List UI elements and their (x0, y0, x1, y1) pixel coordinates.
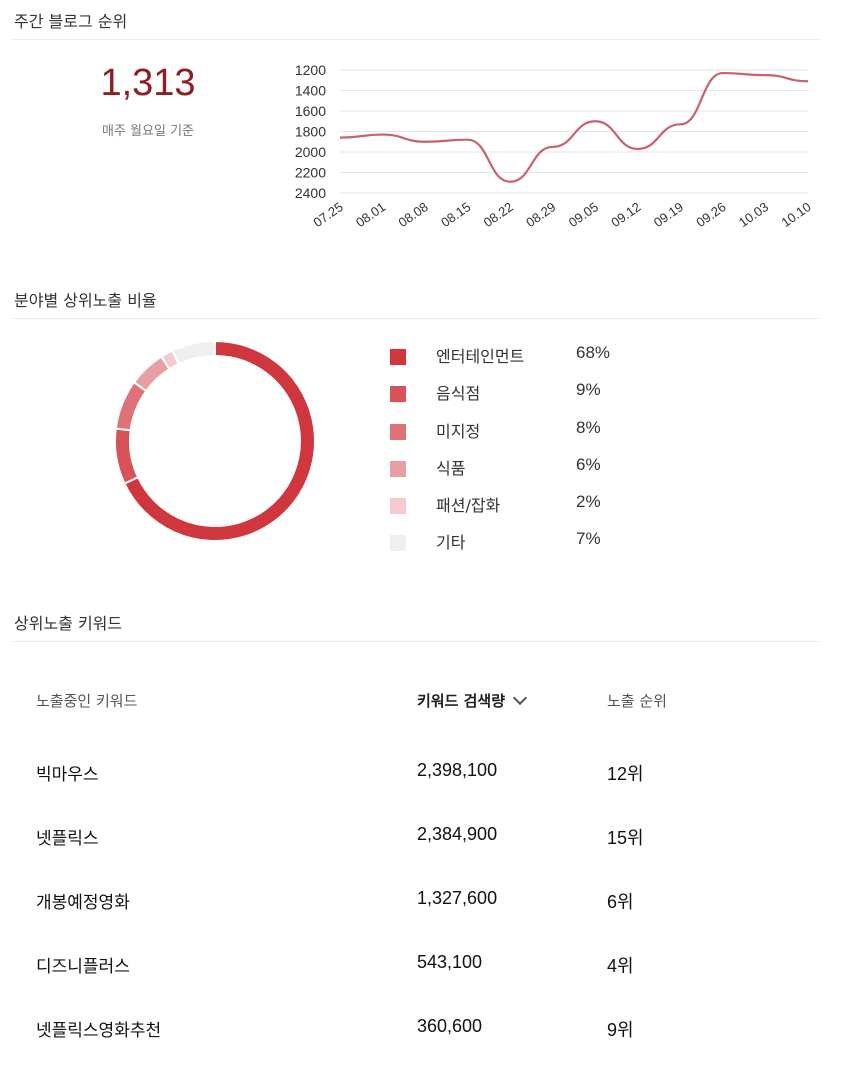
weekly-rank-title: 주간 블로그 순위 (14, 12, 128, 31)
keyword-cell: 넷플릭스영화추천 (36, 1021, 162, 1041)
legend-swatch (390, 423, 406, 440)
legend-item: 식품 6% (388, 452, 648, 489)
rank-cell: 15위 (607, 828, 644, 848)
rank-cell: 9위 (607, 1020, 634, 1040)
table-row: 넷플릭스 2,384,900 15위 (0, 824, 844, 864)
legend-label: 음식점 (436, 384, 481, 404)
rank-value: 1,313 (100, 62, 196, 104)
y-tick-label: 2000 (295, 144, 326, 160)
category-donut-chart (114, 339, 316, 542)
table-row: 디즈니플러스 543,100 4위 (0, 952, 844, 992)
keyword-cell: 개봉예정영화 (36, 893, 130, 913)
x-axis-ticks: 07.25 08.01 08.08 08.15 08.22 08.29 09.05 09.12… (310, 199, 813, 230)
keyword-cell: 넷플릭스 (36, 829, 99, 849)
table-row: 넷플릭스영화추천 360,600 9위 (0, 1016, 844, 1056)
legend-label: 기타 (436, 533, 466, 553)
y-tick-label: 1400 (295, 83, 326, 99)
x-tick-label: 08.29 (523, 199, 558, 230)
legend-label: 패션/잡화 (436, 496, 501, 516)
divider (12, 39, 820, 40)
legend-percent: 6% (576, 454, 601, 474)
column-header-volume-label: 키워드 검색량 (417, 692, 506, 710)
legend-percent: 2% (576, 492, 601, 512)
rank-basis-note: 매주 월요일 기준 (102, 124, 194, 139)
rank-cell: 12위 (607, 764, 644, 784)
x-tick-label: 08.22 (481, 199, 516, 230)
legend-percent: 68% (576, 343, 611, 362)
y-axis-ticks: 1200 1400 1600 1800 2000 2200 2400 (295, 62, 326, 201)
x-tick-label: 08.01 (353, 199, 388, 230)
x-tick-label: 09.05 (566, 199, 601, 230)
series-line (339, 71, 809, 183)
keyword-cell: 빅마우스 (36, 765, 99, 785)
donut-slice (114, 380, 148, 432)
legend-swatch (390, 498, 406, 515)
legend-item: 패션/잡화 2% (388, 489, 648, 526)
column-header-volume-sort[interactable]: 키워드 검색량 (417, 690, 528, 711)
x-tick-label: 10.10 (778, 199, 813, 230)
volume-cell: 543,100 (417, 952, 483, 972)
chart-gridlines (340, 69, 808, 194)
column-header-keyword: 노출중인 키워드 (36, 692, 138, 710)
y-tick-label: 2200 (295, 165, 326, 181)
rank-cell: 6위 (607, 892, 634, 912)
table-row: 빅마우스 2,398,100 12위 (0, 760, 844, 800)
keywords-title: 상위노출 키워드 (14, 614, 123, 633)
legend-swatch (390, 460, 406, 477)
legend-swatch (390, 386, 406, 403)
x-tick-label: 09.26 (693, 199, 728, 230)
x-tick-label: 10.03 (736, 199, 771, 230)
donut-slice (171, 339, 216, 366)
legend-percent: 8% (576, 417, 601, 437)
volume-cell: 360,600 (417, 1016, 483, 1036)
x-tick-label: 08.08 (396, 199, 431, 230)
volume-cell: 1,327,600 (417, 888, 498, 908)
legend-percent: 7% (576, 529, 601, 549)
y-tick-label: 1200 (295, 62, 326, 78)
x-tick-label: 08.15 (438, 199, 473, 230)
legend-label: 엔터테인먼트 (436, 347, 525, 366)
keyword-cell: 디즈니플러스 (36, 957, 130, 977)
volume-cell: 2,384,900 (417, 824, 498, 844)
legend-swatch (390, 535, 406, 552)
legend-swatch (390, 349, 406, 365)
x-tick-label: 09.19 (651, 199, 686, 230)
x-tick-label: 09.12 (608, 199, 643, 230)
legend-label: 식품 (436, 458, 466, 478)
column-header-rank: 노출 순위 (607, 692, 667, 710)
y-tick-label: 1800 (295, 124, 326, 140)
legend-item: 미지정 8% (388, 415, 648, 452)
category-legend: 엔터테인먼트 68% 음식점 9% 미지정 8% 식품 6% 패션/잡화 2% … (388, 340, 648, 564)
volume-cell: 2,398,100 (417, 760, 498, 780)
x-tick-label: 07.25 (310, 199, 345, 230)
y-tick-label: 2400 (295, 185, 326, 201)
divider (12, 318, 820, 319)
rank-cell: 4위 (607, 956, 634, 976)
legend-item: 기타 7% (388, 526, 648, 563)
divider (12, 641, 820, 642)
legend-item: 음식점 9% (388, 377, 648, 414)
category-share-title: 분야별 상위노출 비율 (14, 291, 157, 310)
table-row: 개봉예정영화 1,327,600 6위 (0, 888, 844, 928)
y-tick-label: 1600 (295, 103, 326, 119)
donut-slice (114, 427, 140, 485)
chevron-down-icon (512, 690, 528, 706)
legend-percent: 9% (576, 380, 601, 400)
legend-item: 엔터테인먼트 68% (388, 340, 648, 377)
legend-label: 미지정 (436, 421, 481, 441)
